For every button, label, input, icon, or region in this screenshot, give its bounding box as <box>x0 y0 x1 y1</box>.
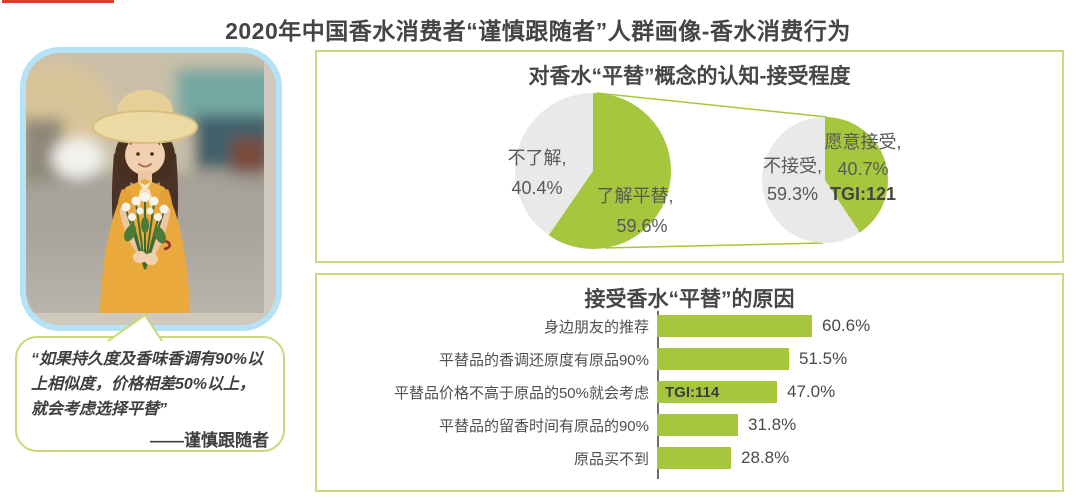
bar-track: 31.8% <box>657 414 1062 436</box>
bar-track: 51.5% <box>657 348 1062 370</box>
woman-figure <box>92 90 198 313</box>
bar-row: 身边朋友的推荐 60.6% <box>317 315 1062 337</box>
persona-photo <box>20 47 282 331</box>
pie2-reject-label: 不接受, <box>762 156 822 176</box>
persona-quote-attribution: ——谨慎跟随者 <box>150 431 269 451</box>
bar-category-label: 身边朋友的推荐 <box>543 318 649 336</box>
pie1-unknown-value: 40.4% <box>511 178 563 198</box>
awareness-pie-chart <box>515 93 671 249</box>
bar-category-label: 原品买不到 <box>573 450 649 468</box>
bar-track: 28.8% <box>657 447 1062 469</box>
persona-photo-illustration <box>26 53 264 313</box>
bouquet-leaves <box>124 217 166 244</box>
pie2-accept-value: 40.7% <box>837 159 889 179</box>
bar-row: 平替品的香调还原度有原品90% 51.5% <box>317 348 1062 370</box>
bar-row: 平替品的留香时间有原品的90% 31.8% <box>317 414 1062 436</box>
reasons-bar-chart: 身边朋友的推荐 60.6% 平替品的香调还原度有原品90% 51.5% 平替品价格不高于… <box>317 315 1062 480</box>
bar-fill <box>657 315 812 337</box>
red-accent-line <box>2 0 114 3</box>
pie2-accept-tgi-badge: TGI:121 <box>829 184 897 204</box>
pie1-known-label: 了解平替, <box>596 186 674 206</box>
bar-tgi-badge: TGI:114 <box>665 383 720 401</box>
reasons-panel: 接受香水“平替”的原因 身边朋友的推荐 60.6% 平替品的香调还原度有原品90% 5… <box>315 273 1064 492</box>
awareness-panel: 对香水“平替”概念的认知-接受程度 不了解, 40.4% 了解平替, 59.6%… <box>315 50 1064 263</box>
bar-category-label: 平替品价格不高于原品的50%就会考虑 <box>393 384 649 402</box>
bar-value-label: 28.8% <box>741 448 790 467</box>
pie2-reject-value: 59.3% <box>766 184 819 204</box>
bar-fill <box>657 414 738 436</box>
bar-row: 平替品价格不高于原品的50%就会考虑 TGI:114 47.0% <box>317 381 1062 403</box>
pie1-known-value: 59.6% <box>616 216 668 236</box>
bar-category-label: 平替品的香调还原度有原品90% <box>438 351 649 369</box>
bar-track: TGI:114 47.0% <box>657 381 1062 403</box>
bar-fill: TGI:114 <box>657 381 777 403</box>
persona-quote-text: “如果持久度及香味香调有90%以上相似度，价格相差50%以上，就会考虑选择平替” <box>31 351 264 418</box>
pie1-unknown-label: 不了解, <box>507 148 567 168</box>
awareness-panel-title: 对香水“平替”概念的认知-接受程度 <box>528 65 851 88</box>
persona-quote-bubble: “如果持久度及香味香调有90%以上相似度，价格相差50%以上，就会考虑选择平替”… <box>15 336 285 452</box>
bar-fill <box>657 447 731 469</box>
reasons-panel-title: 接受香水“平替”的原因 <box>584 288 795 311</box>
bar-fill <box>657 348 789 370</box>
bar-value-label: 31.8% <box>748 415 797 434</box>
bar-value-label: 47.0% <box>787 382 836 401</box>
acceptance-pie-chart <box>762 117 888 243</box>
bar-value-label: 51.5% <box>799 349 848 368</box>
speech-bubble-tail <box>107 313 163 342</box>
page-title: 2020年中国香水消费者“谨慎跟随者”人群画像-香水消费行为 <box>225 18 851 44</box>
pie2-accept-label: 愿意接受, <box>824 132 902 152</box>
bar-row: 原品买不到 28.8% <box>317 447 1062 469</box>
bouquet-flowers <box>121 192 169 221</box>
bar-category-label: 平替品的留香时间有原品的90% <box>438 417 649 435</box>
bar-value-label: 60.6% <box>822 316 871 335</box>
bar-track: 60.6% <box>657 315 1062 337</box>
